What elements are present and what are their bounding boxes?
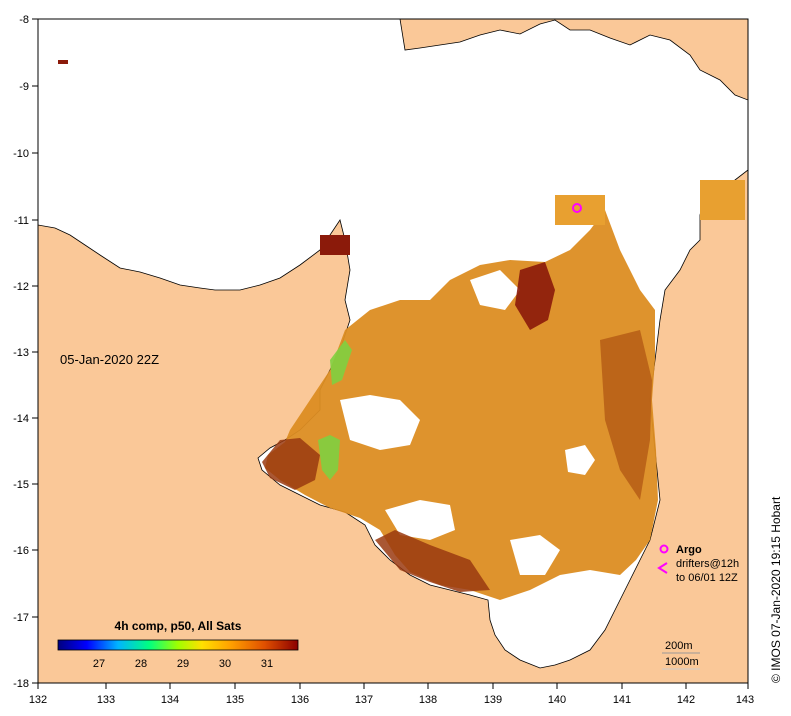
- legend-depth-1000: 1000m: [665, 656, 699, 668]
- sst-hot-west: [262, 438, 320, 490]
- sst-patch: [320, 235, 350, 255]
- plot-frame: [37, 18, 749, 684]
- map-date-label: 05-Jan-2020 22Z: [60, 352, 159, 367]
- y-tick-label: -9: [19, 81, 29, 93]
- colorbar-tick: 27: [93, 658, 105, 670]
- legend-drifters-line1: drifters@12h: [676, 558, 739, 570]
- x-tick-label: 141: [613, 694, 631, 706]
- colorbar-gradient: [57, 639, 299, 651]
- y-tick-label: -15: [13, 479, 29, 491]
- y-tick-label: -14: [13, 413, 29, 425]
- cloud-gap: [565, 445, 595, 475]
- legend-drifters-line2: to 06/01 12Z: [676, 572, 738, 584]
- argo-legend-icon: [659, 544, 669, 554]
- y-tick-label: -16: [13, 545, 29, 557]
- colorbar-title: 4h comp, p50, All Sats: [115, 619, 242, 633]
- x-tick-label: 132: [29, 694, 47, 706]
- y-tick-label: -17: [13, 612, 29, 624]
- y-tick-label: -12: [13, 281, 29, 293]
- drifter-legend-icon: [657, 562, 668, 574]
- y-tick-label: -8: [19, 14, 29, 26]
- y-tick-label: -18: [13, 678, 29, 690]
- argo-float-marker: [572, 203, 582, 213]
- x-tick-label: 134: [161, 694, 179, 706]
- y-axis: [32, 18, 38, 684]
- sst-cool-strip: [318, 435, 340, 480]
- land-new-guinea: [399, 19, 748, 101]
- colorbar-tick: 28: [135, 658, 147, 670]
- y-tick-label: -10: [13, 148, 29, 160]
- colorbar-tick: 29: [177, 658, 189, 670]
- x-tick-label: 133: [97, 694, 115, 706]
- x-tick-label: 138: [419, 694, 437, 706]
- sst-patch: [58, 60, 68, 64]
- cloud-gap: [510, 535, 560, 575]
- cloud-gap: [385, 500, 455, 540]
- sst-swathe: [265, 210, 658, 600]
- sst-hot-east: [600, 330, 652, 500]
- legend-argo: Argo: [676, 544, 702, 556]
- sst-cool-strip: [330, 340, 352, 385]
- colorbar-tick: 31: [261, 658, 273, 670]
- x-axis: [37, 683, 749, 689]
- x-tick-label: 140: [548, 694, 566, 706]
- y-tick-label: -13: [13, 347, 29, 359]
- x-tick-label: 137: [355, 694, 373, 706]
- colorbar-tick: 30: [219, 658, 231, 670]
- x-tick-label: 142: [677, 694, 695, 706]
- legend-depth-200: 200m: [665, 640, 693, 652]
- sst-hot-north: [515, 262, 555, 330]
- x-tick-label: 143: [736, 694, 754, 706]
- y-tick-label: -11: [14, 215, 29, 227]
- cloud-gap: [470, 270, 520, 310]
- sst-patch: [700, 180, 745, 220]
- sst-hot-south: [375, 530, 490, 592]
- x-tick-label: 136: [291, 694, 309, 706]
- x-tick-label: 135: [226, 694, 244, 706]
- x-tick-label: 139: [484, 694, 502, 706]
- cloud-gap: [340, 395, 420, 450]
- credit-text: © IMOS 07-Jan-2020 19:15 Hobart: [769, 496, 783, 683]
